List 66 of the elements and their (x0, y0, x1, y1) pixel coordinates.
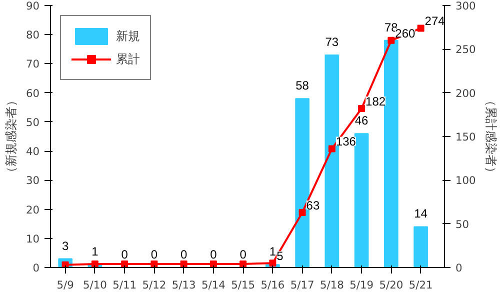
data-label: 274 (424, 14, 446, 28)
point (417, 24, 424, 32)
point (358, 105, 366, 112)
y-tick-label: 10 (26, 232, 40, 246)
y-tick-label: 60 (26, 86, 40, 100)
data-label: 1 (269, 244, 276, 259)
y-tick-label: 80 (26, 28, 40, 42)
point (150, 260, 158, 268)
bar (414, 226, 428, 268)
y-tick-label: 50 (26, 116, 40, 129)
y-tick-label: 90 (26, 0, 40, 12)
data-label: 0 (150, 248, 158, 262)
x-tick-label: 5/10 (82, 278, 108, 292)
y-tick-label: 40 (26, 145, 40, 158)
legend-label: 累計 (116, 50, 140, 68)
x-tick-label: 5/13 (172, 278, 196, 292)
y2-tick-label: 150 (456, 130, 476, 144)
y-axis-title: （新規感染者） (4, 94, 18, 178)
data-label: 46 (354, 114, 369, 128)
x-tick-label: 5/11 (112, 278, 137, 292)
y2-tick-label: 200 (456, 86, 476, 100)
x-tick-label: 5/19 (350, 278, 374, 292)
data-label: 73 (325, 34, 339, 49)
data-label: 182 (366, 94, 386, 109)
x-tick-label: 5/14 (201, 278, 226, 292)
x-tick-label: 5/17 (290, 278, 314, 292)
x-tick-label: 5/18 (320, 278, 344, 292)
data-label: 63 (306, 198, 320, 212)
data-label: 0 (121, 248, 128, 262)
data-label: 1 (92, 244, 99, 259)
y2-tick-label: 250 (456, 43, 476, 56)
point (388, 36, 395, 44)
data-label: 136 (336, 134, 356, 149)
data-label: 0 (210, 248, 218, 262)
data-label: 3 (62, 238, 69, 253)
point (180, 260, 188, 268)
y2-tick-label: 100 (456, 174, 476, 188)
point (240, 260, 247, 268)
x-tick-label: 5/16 (260, 278, 285, 292)
point (269, 260, 276, 267)
y-tick-label: 70 (26, 58, 40, 71)
x-tick-label: 5/20 (379, 278, 404, 292)
y2-tick-label: 300 (456, 0, 476, 12)
y2-tick-label: 50 (456, 218, 470, 231)
bar (354, 133, 369, 268)
data-label: 5 (276, 249, 284, 264)
point (328, 145, 336, 152)
point (121, 260, 128, 268)
point (210, 260, 217, 268)
y2-axis-title: （累計感染者） (484, 94, 498, 178)
x-tick-label: 5/15 (231, 278, 256, 292)
y2-tick-label: 0 (456, 262, 462, 274)
x-tick-label: 5/12 (142, 278, 166, 292)
legend-label: 新規 (116, 28, 140, 44)
data-label: 0 (180, 248, 188, 262)
data-label: 14 (414, 206, 428, 221)
point (298, 208, 306, 216)
y-tick-label: 0 (32, 262, 40, 274)
y-tick-label: 30 (26, 174, 40, 188)
bar (384, 40, 398, 268)
data-label: 0 (240, 248, 247, 262)
y-tick-label: 20 (26, 203, 40, 216)
x-tick-label: 5/21 (408, 278, 433, 292)
data-label: 58 (296, 78, 310, 93)
point (91, 260, 98, 268)
x-tick-label: 5/9 (56, 278, 74, 292)
